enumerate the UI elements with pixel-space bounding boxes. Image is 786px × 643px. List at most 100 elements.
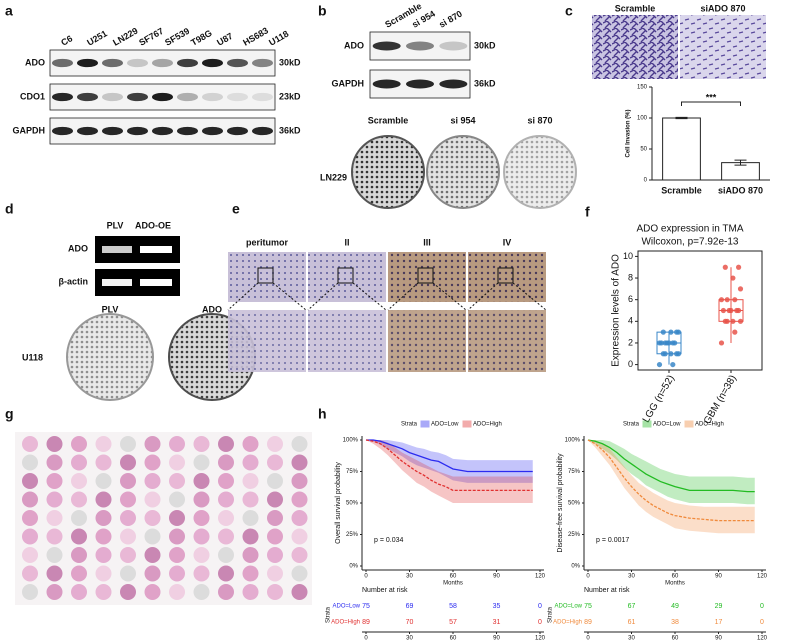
- risk-count: 70: [406, 619, 414, 626]
- tma-core: [71, 491, 87, 508]
- column-label: III: [423, 237, 431, 247]
- panel-label: e: [232, 201, 240, 217]
- panel-label: h: [318, 406, 327, 422]
- tma-core: [267, 528, 283, 545]
- y-tick-label: 2: [628, 337, 633, 347]
- risk-count: 38: [671, 619, 679, 626]
- tma-core: [193, 510, 210, 526]
- tma-core: [218, 528, 234, 545]
- point: [722, 318, 728, 324]
- chart-title: ADO expression in TMA: [636, 224, 743, 235]
- zoom-lines: [387, 282, 467, 311]
- point: [656, 361, 663, 368]
- tma-core: [291, 565, 308, 582]
- point: [732, 329, 738, 335]
- point: [656, 340, 663, 346]
- row-label: CDO1: [20, 91, 45, 101]
- y-axis-label: Expression levels of ADO: [611, 254, 622, 367]
- tma-core: [71, 584, 87, 600]
- lane-label: SF767: [137, 26, 165, 48]
- point: [722, 264, 728, 270]
- legend-title: Strata: [623, 422, 640, 428]
- tma-core: [71, 547, 87, 563]
- risk-count: 61: [628, 619, 636, 626]
- panel-label: c: [565, 3, 573, 19]
- row-label: GAPDH: [331, 78, 364, 88]
- tma-core: [95, 584, 112, 600]
- tma-core: [46, 454, 63, 471]
- tma-core: [22, 473, 38, 489]
- tma-core: [46, 528, 63, 545]
- tma-core: [144, 510, 161, 526]
- tma-core: [218, 510, 234, 526]
- image-label: Scramble: [615, 3, 656, 13]
- zoom-lines: [307, 282, 387, 311]
- risk-count: 75: [584, 603, 592, 610]
- tma-core: [267, 491, 283, 508]
- colony-label: PLV: [102, 304, 119, 314]
- band: [177, 58, 198, 68]
- tma-core: [120, 528, 136, 545]
- band: [102, 126, 123, 136]
- risk-count: 49: [671, 603, 679, 610]
- risk-count: 0: [760, 603, 764, 610]
- ihc-zoom: [468, 310, 546, 372]
- zoom-box: [337, 267, 354, 284]
- band: [252, 92, 273, 102]
- risk-count: 75: [362, 603, 370, 610]
- tma-core: [242, 547, 259, 563]
- lane-label: U118: [267, 29, 290, 48]
- tma-core: [22, 491, 38, 508]
- x-tick-label: 90: [493, 574, 500, 580]
- y-tick-label: 10: [623, 251, 633, 261]
- x-tick-label: GBM (n=38): [702, 373, 739, 426]
- tma-core: [242, 528, 259, 545]
- band: [102, 58, 123, 68]
- tma-core: [95, 454, 112, 471]
- tma-core: [218, 584, 234, 600]
- point: [670, 340, 676, 346]
- zoom-box: [417, 267, 434, 284]
- panel-label: d: [5, 201, 14, 217]
- x-axis-label: Months: [665, 581, 685, 587]
- risk-count: 0: [538, 619, 542, 626]
- risk-x-tick-label: 60: [672, 636, 679, 642]
- risk-x-tick-label: 30: [628, 636, 635, 642]
- tma-core: [291, 547, 308, 563]
- colony-label: Scramble: [368, 115, 409, 125]
- tma-core: [169, 436, 185, 452]
- risk-row-label: ADO=Low: [332, 604, 360, 610]
- band: [52, 58, 73, 68]
- point: [660, 329, 666, 335]
- size-label: 30kD: [279, 57, 301, 67]
- column-label: IV: [503, 237, 512, 247]
- point: [730, 318, 736, 324]
- band: [439, 79, 468, 89]
- lane-label: U251: [85, 28, 109, 47]
- band: [439, 41, 468, 51]
- colony-dish: [503, 135, 577, 209]
- y-tick-label: 75%: [346, 469, 359, 475]
- survival-curve: [365, 439, 533, 492]
- tma-core: [120, 547, 136, 563]
- risk-x-tick-label: 120: [535, 636, 546, 642]
- tma-core: [267, 510, 283, 526]
- point: [736, 264, 742, 270]
- risk-count: 58: [449, 603, 457, 610]
- tma-core: [267, 565, 283, 582]
- tma-core: [193, 565, 210, 582]
- tma-core: [144, 565, 161, 582]
- lane-label: PLV: [107, 220, 124, 230]
- tma-core: [144, 473, 161, 489]
- risk-count: 17: [715, 619, 723, 626]
- y-tick-label: 50%: [568, 501, 581, 507]
- tma-core: [144, 454, 161, 471]
- y-axis-label: Cell Invasion (%): [626, 109, 632, 157]
- tma-core: [120, 473, 136, 489]
- lane-label: SF539: [163, 26, 191, 48]
- tma-core: [267, 454, 283, 471]
- zoom-box: [497, 267, 514, 284]
- tma-core: [95, 510, 112, 526]
- band: [227, 58, 248, 68]
- tma-core: [95, 547, 112, 563]
